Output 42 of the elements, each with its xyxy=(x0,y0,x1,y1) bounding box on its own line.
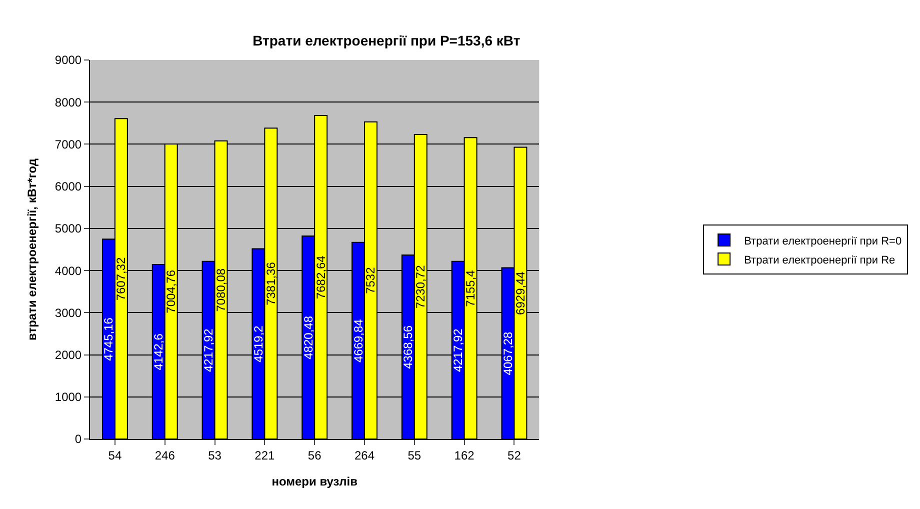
data-label: 7004,76 xyxy=(164,270,178,314)
x-tick-label: 54 xyxy=(108,448,122,462)
y-tick-label: 6000 xyxy=(54,180,82,194)
data-label: 4669,84 xyxy=(351,318,366,363)
x-axis-title: номери вузлів xyxy=(272,474,358,488)
data-label: 4745,16 xyxy=(102,317,116,361)
y-tick-label: 7000 xyxy=(54,137,82,152)
data-label: 4142,6 xyxy=(152,333,166,370)
y-tick-label: 3000 xyxy=(54,306,82,320)
x-tick-label: 52 xyxy=(508,448,522,462)
x-tick-label: 264 xyxy=(354,448,375,462)
x-tick-label: 56 xyxy=(308,448,322,462)
legend-label: Втрати електроенергії при Re xyxy=(744,254,896,266)
data-label: 7230,72 xyxy=(414,264,428,309)
y-tick-label: 4000 xyxy=(54,264,82,278)
data-label: 7682,64 xyxy=(314,255,328,300)
x-tick-label: 55 xyxy=(408,448,422,462)
data-label: 4217,92 xyxy=(202,328,216,372)
data-label: 7381,36 xyxy=(264,262,278,306)
chart-title: Втрати електроенергії при P=153,6 кВт xyxy=(252,32,520,48)
x-tick-label: 162 xyxy=(454,448,475,462)
x-tick-label: 53 xyxy=(208,448,222,462)
y-tick-label: 2000 xyxy=(54,348,82,362)
data-label: 4368,56 xyxy=(401,325,416,369)
data-label: 6929,44 xyxy=(513,271,528,315)
legend-label: Втрати електроенергії при R=0 xyxy=(744,235,902,248)
x-tick-label: 246 xyxy=(154,448,176,462)
data-label: 7607,32 xyxy=(114,256,128,301)
y-tick-label: 8000 xyxy=(54,95,82,110)
data-label: 7080,08 xyxy=(214,268,228,312)
y-axis-title: втрати електроенергії, кВт*год xyxy=(25,158,40,341)
data-label: 4820,48 xyxy=(301,316,316,360)
y-tick-label: 9000 xyxy=(54,53,82,68)
x-tick-label: 221 xyxy=(254,448,276,462)
y-tick-label: 0 xyxy=(74,432,82,446)
y-tick-label: 1000 xyxy=(54,390,82,404)
y-tick-label: 5000 xyxy=(54,222,82,236)
data-label: 4067,28 xyxy=(500,332,515,376)
data-label: 4519,2 xyxy=(251,325,266,362)
data-label: 7532 xyxy=(364,266,378,294)
data-label: 7155,4 xyxy=(464,270,478,307)
data-label: 4217,92 xyxy=(451,328,466,372)
